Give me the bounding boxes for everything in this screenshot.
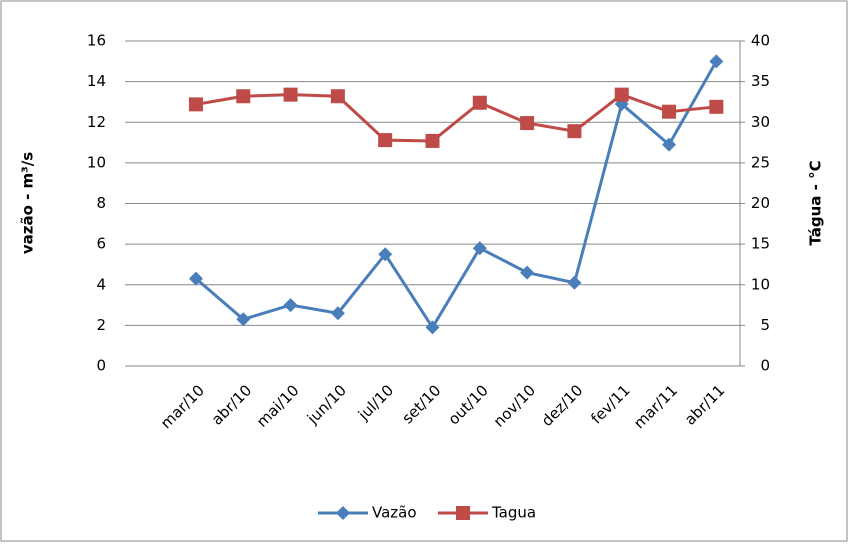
y2-tick-label: 5 (760, 316, 770, 334)
marker (709, 99, 724, 114)
y-tick-label: 16 (87, 32, 106, 50)
marker (662, 137, 677, 152)
marker (188, 271, 203, 286)
marker (614, 87, 629, 102)
y2-tick-label: 0 (760, 357, 770, 375)
y-tick-label: 2 (96, 316, 106, 334)
legend-marker (336, 506, 350, 520)
marker (378, 133, 393, 148)
marker (662, 104, 677, 119)
marker (330, 306, 345, 321)
y-tick-label: 14 (87, 72, 106, 90)
y2-tick-label: 10 (751, 275, 770, 293)
y-tick-label: 0 (96, 357, 106, 375)
marker (283, 298, 298, 313)
marker (709, 54, 724, 69)
series-line (194, 60, 718, 331)
y2-tick-label: 20 (751, 194, 770, 212)
marker (472, 241, 487, 256)
marker (567, 275, 582, 290)
legend-label: Tagua (491, 504, 536, 522)
y2-tick-label: 35 (751, 72, 770, 90)
y2-tick-label: 40 (751, 32, 770, 50)
y2-tick-label: 25 (751, 153, 770, 171)
marker (330, 89, 345, 104)
y2-axis-title: Tágua - °C (807, 160, 825, 245)
marker (567, 124, 582, 139)
marker (472, 95, 487, 110)
legend-marker (456, 506, 470, 520)
y2-tick-label: 30 (751, 113, 770, 131)
marker (520, 116, 535, 131)
marker (236, 89, 251, 104)
marker (188, 97, 203, 112)
marker (520, 265, 535, 280)
marker (378, 247, 393, 262)
marker (425, 133, 440, 148)
y-tick-label: 6 (96, 235, 106, 253)
y2-tick-label: 15 (751, 235, 770, 253)
marker (425, 320, 440, 335)
y-tick-label: 4 (96, 275, 106, 293)
legend-label: Vazão (372, 504, 417, 522)
y-axis-title: vazão - m³/s (19, 152, 37, 254)
y-tick-label: 8 (96, 194, 106, 212)
marker (283, 87, 298, 102)
marker (236, 312, 251, 327)
y-tick-label: 12 (87, 113, 106, 131)
series-line (195, 92, 717, 143)
y-tick-label: 10 (87, 153, 106, 171)
